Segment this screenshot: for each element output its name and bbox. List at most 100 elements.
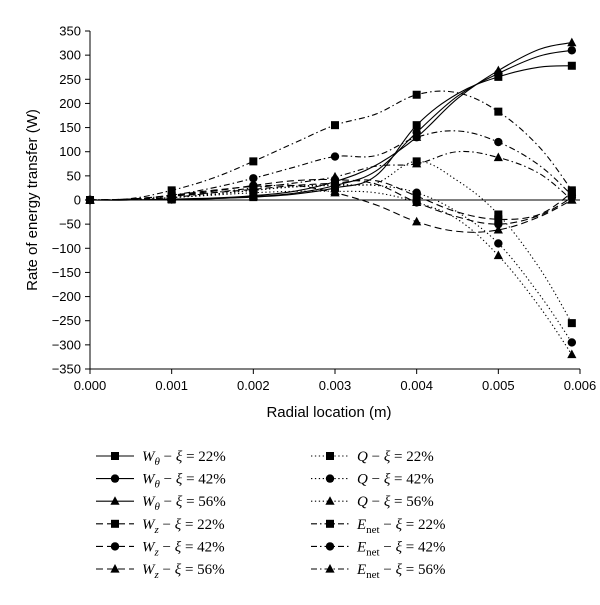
data-point	[412, 133, 421, 142]
data-point	[493, 65, 503, 75]
legend-marker	[110, 496, 120, 505]
x-tick-label: 0.005	[482, 378, 515, 393]
data-point	[330, 186, 340, 195]
legend-marker	[326, 452, 334, 460]
legend-marker	[325, 474, 335, 483]
legend-item: Wz − ξ = 22%	[96, 517, 225, 536]
plot-area	[85, 37, 577, 359]
data-point	[412, 197, 422, 207]
series-8	[85, 181, 577, 347]
x-tick-label: 0.002	[237, 378, 270, 393]
legend-marker	[325, 542, 335, 551]
legend-item: Enet − ξ = 42%	[311, 539, 446, 558]
data-point	[567, 319, 576, 328]
legend-marker	[111, 519, 119, 528]
x-tick-label: 0.000	[74, 378, 107, 393]
y-tick-label: 200	[59, 96, 81, 111]
data-point	[330, 181, 340, 190]
data-point	[493, 152, 503, 162]
axes	[89, 31, 580, 370]
x-tick-label: 0.003	[319, 378, 352, 393]
x-axis-title: Radial location (m)	[266, 404, 391, 421]
series-12	[85, 150, 577, 204]
y-tick-label: 250	[59, 72, 81, 87]
data-point	[567, 195, 577, 204]
data-point	[494, 219, 503, 229]
tick-labels: 0.000 0.001 0.002 0.003 0.004 0.005 0.006 350 30…	[52, 24, 597, 394]
legend-item: Q − ξ = 42%	[311, 472, 434, 488]
data-point	[248, 182, 258, 192]
y-tick-label: −50	[59, 217, 81, 232]
y-tick-label: 300	[59, 48, 81, 63]
y-tick-label: −150	[52, 265, 81, 280]
legend-marker	[325, 496, 335, 505]
y-tick-label: −100	[52, 241, 81, 256]
legend-label: Enet − ξ = 56%	[356, 562, 446, 581]
data-point	[248, 187, 258, 197]
legend-item: Enet − ξ = 56%	[311, 562, 446, 581]
data-point	[494, 210, 503, 219]
data-point	[567, 349, 577, 359]
data-point	[249, 157, 258, 166]
legend-item: Wz − ξ = 56%	[96, 562, 225, 581]
data-point	[412, 121, 421, 130]
legend-item: Wθ − ξ = 42%	[96, 472, 226, 491]
y-tick-label: −300	[52, 337, 81, 352]
legend-label: Q − ξ = 56%	[357, 494, 434, 510]
legend-label: Wθ − ξ = 56%	[142, 494, 226, 513]
legend-item: Wθ − ξ = 22%	[96, 449, 226, 468]
series-3	[85, 37, 577, 204]
legend-marker	[111, 452, 119, 460]
y-tick-label: 150	[59, 120, 81, 135]
y-tick-label: 0	[74, 193, 81, 208]
legend-label: Wθ − ξ = 22%	[142, 449, 226, 468]
data-point	[493, 224, 503, 234]
data-point	[494, 239, 503, 248]
y-tick-label: −350	[52, 362, 81, 377]
data-point	[167, 192, 177, 202]
legend-item: Enet − ξ = 22%	[311, 517, 446, 536]
x-tick-label: 0.006	[564, 378, 597, 393]
legend-item: Q − ξ = 56%	[311, 494, 434, 510]
data-point	[494, 137, 503, 147]
legend-item: Wz − ξ = 42%	[96, 539, 225, 558]
data-point	[494, 215, 503, 224]
legend-label: Q − ξ = 22%	[357, 449, 434, 465]
legend-label: Wz − ξ = 42%	[142, 539, 225, 558]
x-tick-label: 0.001	[155, 378, 188, 393]
legend-label: Q − ξ = 42%	[357, 472, 434, 488]
data-point	[493, 250, 503, 260]
x-tick-label: 0.004	[400, 378, 433, 393]
y-tick-label: 100	[59, 144, 81, 159]
data-point	[567, 338, 577, 347]
data-point	[249, 174, 258, 183]
y-tick-label: −250	[52, 313, 81, 328]
legend-marker	[326, 519, 334, 528]
data-point	[412, 90, 421, 99]
y-tick-label: −200	[52, 289, 81, 304]
legend-label: Wz − ξ = 56%	[142, 562, 225, 581]
legend-label: Wθ − ξ = 42%	[142, 472, 226, 491]
series-line	[89, 184, 573, 343]
data-point	[331, 121, 339, 130]
data-point	[567, 61, 576, 70]
legend-marker	[325, 564, 335, 573]
y-tick-label: 50	[67, 168, 81, 183]
data-point	[330, 152, 340, 161]
legend-label: Enet − ξ = 22%	[356, 517, 446, 536]
series-line	[89, 42, 572, 201]
legend-item: Q − ξ = 22%	[311, 449, 434, 465]
legend-label: Enet − ξ = 42%	[356, 539, 446, 558]
y-tick-label: 350	[59, 24, 81, 39]
legend-label: Wz − ξ = 22%	[142, 517, 225, 536]
legend: Wθ − ξ = 22% Wθ − ξ = 42% Wθ − ξ = 56% Wz −…	[96, 449, 446, 581]
series-9	[85, 186, 577, 359]
data-point	[330, 171, 340, 181]
y-axis-title: Rate of energy transfer (W)	[24, 109, 41, 291]
data-point	[494, 107, 503, 116]
legend-marker	[110, 474, 120, 483]
legend-marker	[110, 542, 120, 551]
data-point	[412, 188, 421, 197]
data-point	[412, 216, 422, 226]
